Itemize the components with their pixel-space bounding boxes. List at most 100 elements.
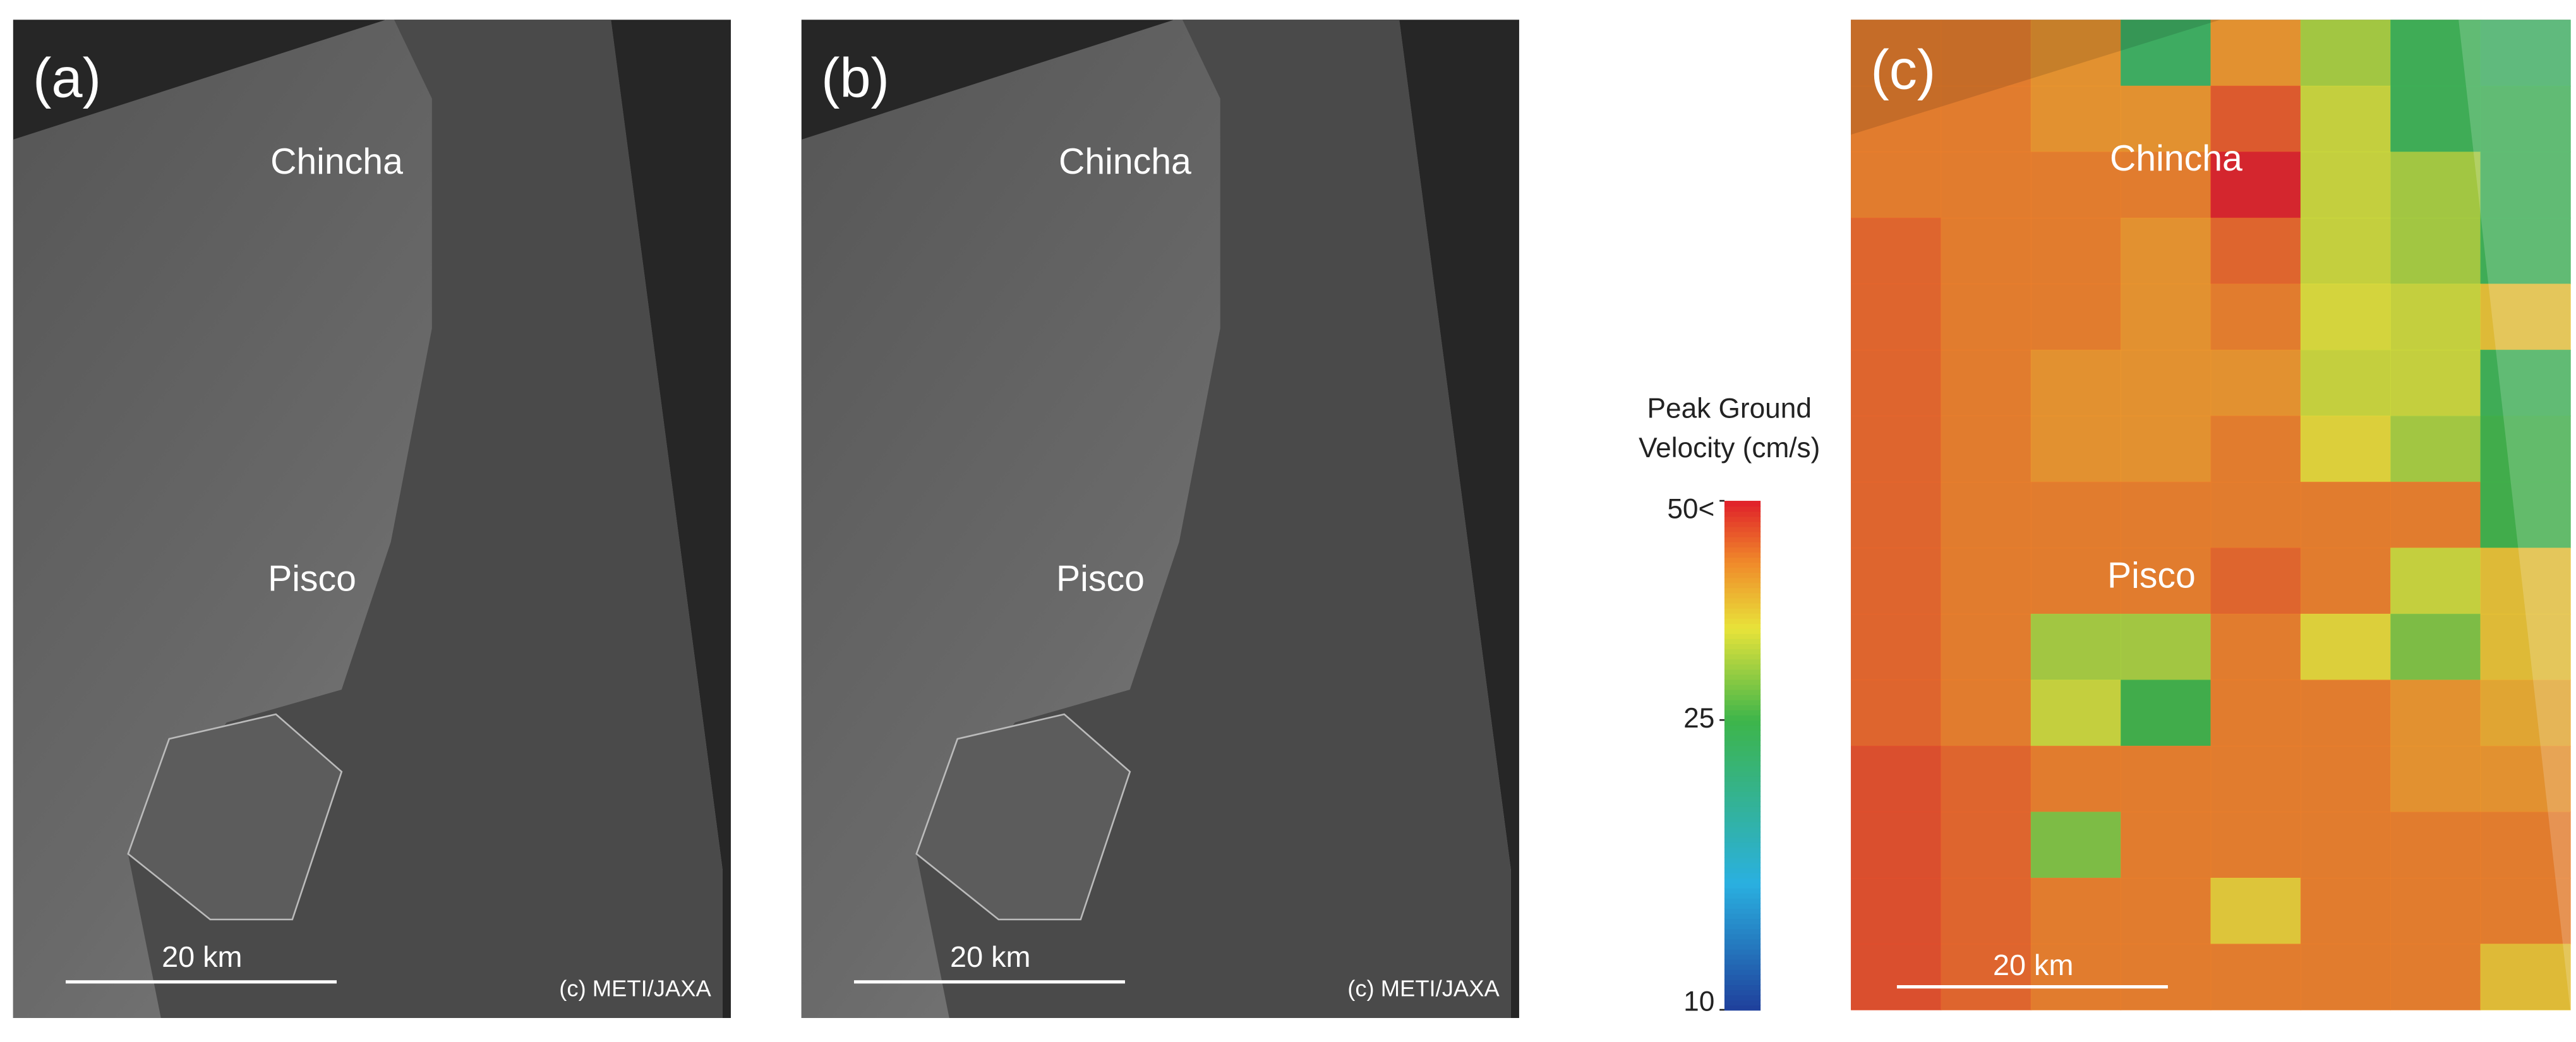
pgv-cell bbox=[2300, 152, 2391, 219]
pgv-cell bbox=[2390, 943, 2481, 1010]
colorbar-segment bbox=[1724, 959, 1761, 965]
pgv-cell bbox=[2121, 349, 2212, 417]
colorbar-segment bbox=[1724, 811, 1761, 818]
pgv-cell bbox=[2480, 284, 2571, 350]
pgv-cell bbox=[1851, 745, 1942, 813]
pgv-cell bbox=[2480, 85, 2571, 153]
pgv-cell bbox=[2300, 613, 2391, 681]
pgv-cell bbox=[1941, 85, 2031, 153]
pgv-cell bbox=[2030, 349, 2121, 417]
colorbar-segment bbox=[1724, 684, 1761, 690]
pgv-cell bbox=[1851, 416, 1942, 482]
colorbar-segment bbox=[1724, 546, 1761, 553]
pgv-cell bbox=[2300, 745, 2391, 813]
colorbar-segment bbox=[1724, 776, 1761, 782]
pgv-cell bbox=[1941, 152, 2031, 219]
pgv-cell bbox=[1941, 284, 2031, 350]
pgv-cell bbox=[2210, 680, 2301, 746]
pgv-cell bbox=[1941, 943, 2031, 1010]
pgv-cell bbox=[2210, 349, 2301, 417]
colorbar-segment bbox=[1724, 582, 1761, 589]
pgv-cell bbox=[2121, 877, 2212, 945]
colorbar-segment bbox=[1724, 989, 1761, 996]
colorbar-segment bbox=[1724, 984, 1761, 991]
colorbar-segment bbox=[1724, 852, 1761, 858]
pgv-cell bbox=[2121, 20, 2212, 87]
colorbar-segment bbox=[1724, 628, 1761, 634]
colorbar-segment bbox=[1724, 750, 1761, 757]
scale-bar-label: 20 km bbox=[1993, 949, 2073, 981]
pgv-cell bbox=[2300, 943, 2391, 1010]
pgv-cell bbox=[2390, 481, 2481, 549]
pgv-cell bbox=[2030, 481, 2121, 549]
pgv-cell bbox=[1851, 548, 1942, 614]
pgv-cell bbox=[2030, 152, 2121, 219]
colorbar-segment bbox=[1724, 923, 1761, 930]
colorbar-segment bbox=[1724, 689, 1761, 695]
pgv-cell bbox=[2480, 943, 2571, 1010]
pgv-cell bbox=[1851, 811, 1942, 878]
pgv-cell bbox=[1941, 217, 2031, 285]
colorbar-segment bbox=[1724, 847, 1761, 853]
colorbar-segment bbox=[1724, 994, 1761, 1001]
pgv-cell bbox=[2480, 152, 2571, 219]
colorbar-segment bbox=[1724, 592, 1761, 599]
colorbar-segment bbox=[1724, 938, 1761, 945]
colorbar-segment bbox=[1724, 663, 1761, 670]
colorbar-segment bbox=[1724, 765, 1761, 772]
colorbar-segment bbox=[1724, 816, 1761, 823]
pgv-cell bbox=[2390, 416, 2481, 482]
colorbar-segment bbox=[1724, 561, 1761, 568]
colorbar-segment bbox=[1724, 729, 1761, 736]
pgv-cell bbox=[2030, 745, 2121, 813]
pgv-cell bbox=[2210, 943, 2301, 1010]
pgv-cell bbox=[2480, 548, 2571, 614]
pgv-cell bbox=[2300, 811, 2391, 878]
place-label: Chincha bbox=[2110, 138, 2242, 179]
pgv-cell bbox=[2030, 85, 2121, 153]
pgv-cell bbox=[1851, 217, 1942, 285]
pgv-cell bbox=[2121, 811, 2212, 878]
pgv-cell bbox=[2300, 217, 2391, 285]
colorbar-segment bbox=[1724, 668, 1761, 675]
pgv-cell bbox=[2300, 548, 2391, 614]
colorbar-segment bbox=[1724, 633, 1761, 639]
pgv-cell bbox=[2030, 284, 2121, 350]
colorbar-segment bbox=[1724, 674, 1761, 680]
colorbar-segment bbox=[1724, 577, 1761, 584]
pgv-cell bbox=[2210, 613, 2301, 681]
colorbar-segment bbox=[1724, 694, 1761, 700]
pgv-cell bbox=[2390, 217, 2481, 285]
colorbar-segment bbox=[1724, 531, 1761, 537]
pgv-cell bbox=[2300, 416, 2391, 482]
pgv-cell bbox=[1941, 349, 2031, 417]
pgv-cell bbox=[2480, 811, 2571, 878]
pgv-cell bbox=[1851, 877, 1942, 945]
colorbar-segment bbox=[1724, 704, 1761, 710]
colorbar-segment bbox=[1724, 872, 1761, 878]
colorbar-segment bbox=[1724, 831, 1761, 838]
place-label: Chincha bbox=[1059, 141, 1191, 182]
pgv-cell bbox=[1851, 943, 1942, 1010]
pgv-cell bbox=[2390, 152, 2481, 219]
colorbar-segment bbox=[1724, 511, 1761, 517]
pgv-cell bbox=[1851, 613, 1942, 681]
image-edge bbox=[2459, 20, 2570, 1010]
colorbar-segment bbox=[1724, 918, 1761, 925]
pgv-cell bbox=[2121, 548, 2212, 614]
colorbar-segment bbox=[1724, 928, 1761, 935]
colorbar-segment bbox=[1724, 999, 1761, 1006]
pgv-cell bbox=[1851, 85, 1942, 153]
pgv-cell bbox=[2210, 284, 2301, 350]
pgv-cell bbox=[1941, 745, 2031, 813]
colorbar-segment bbox=[1724, 653, 1761, 660]
colorbar-segment bbox=[1724, 709, 1761, 716]
colorbar-tick-label: 10 bbox=[1683, 986, 1714, 1017]
colorbar-segment bbox=[1724, 734, 1761, 741]
place-label: Pisco bbox=[268, 559, 356, 599]
pgv-cell bbox=[2210, 877, 2301, 945]
pgv-cell bbox=[2121, 481, 2212, 549]
colorbar-segment bbox=[1724, 913, 1761, 919]
colorbar-segment bbox=[1724, 979, 1761, 986]
